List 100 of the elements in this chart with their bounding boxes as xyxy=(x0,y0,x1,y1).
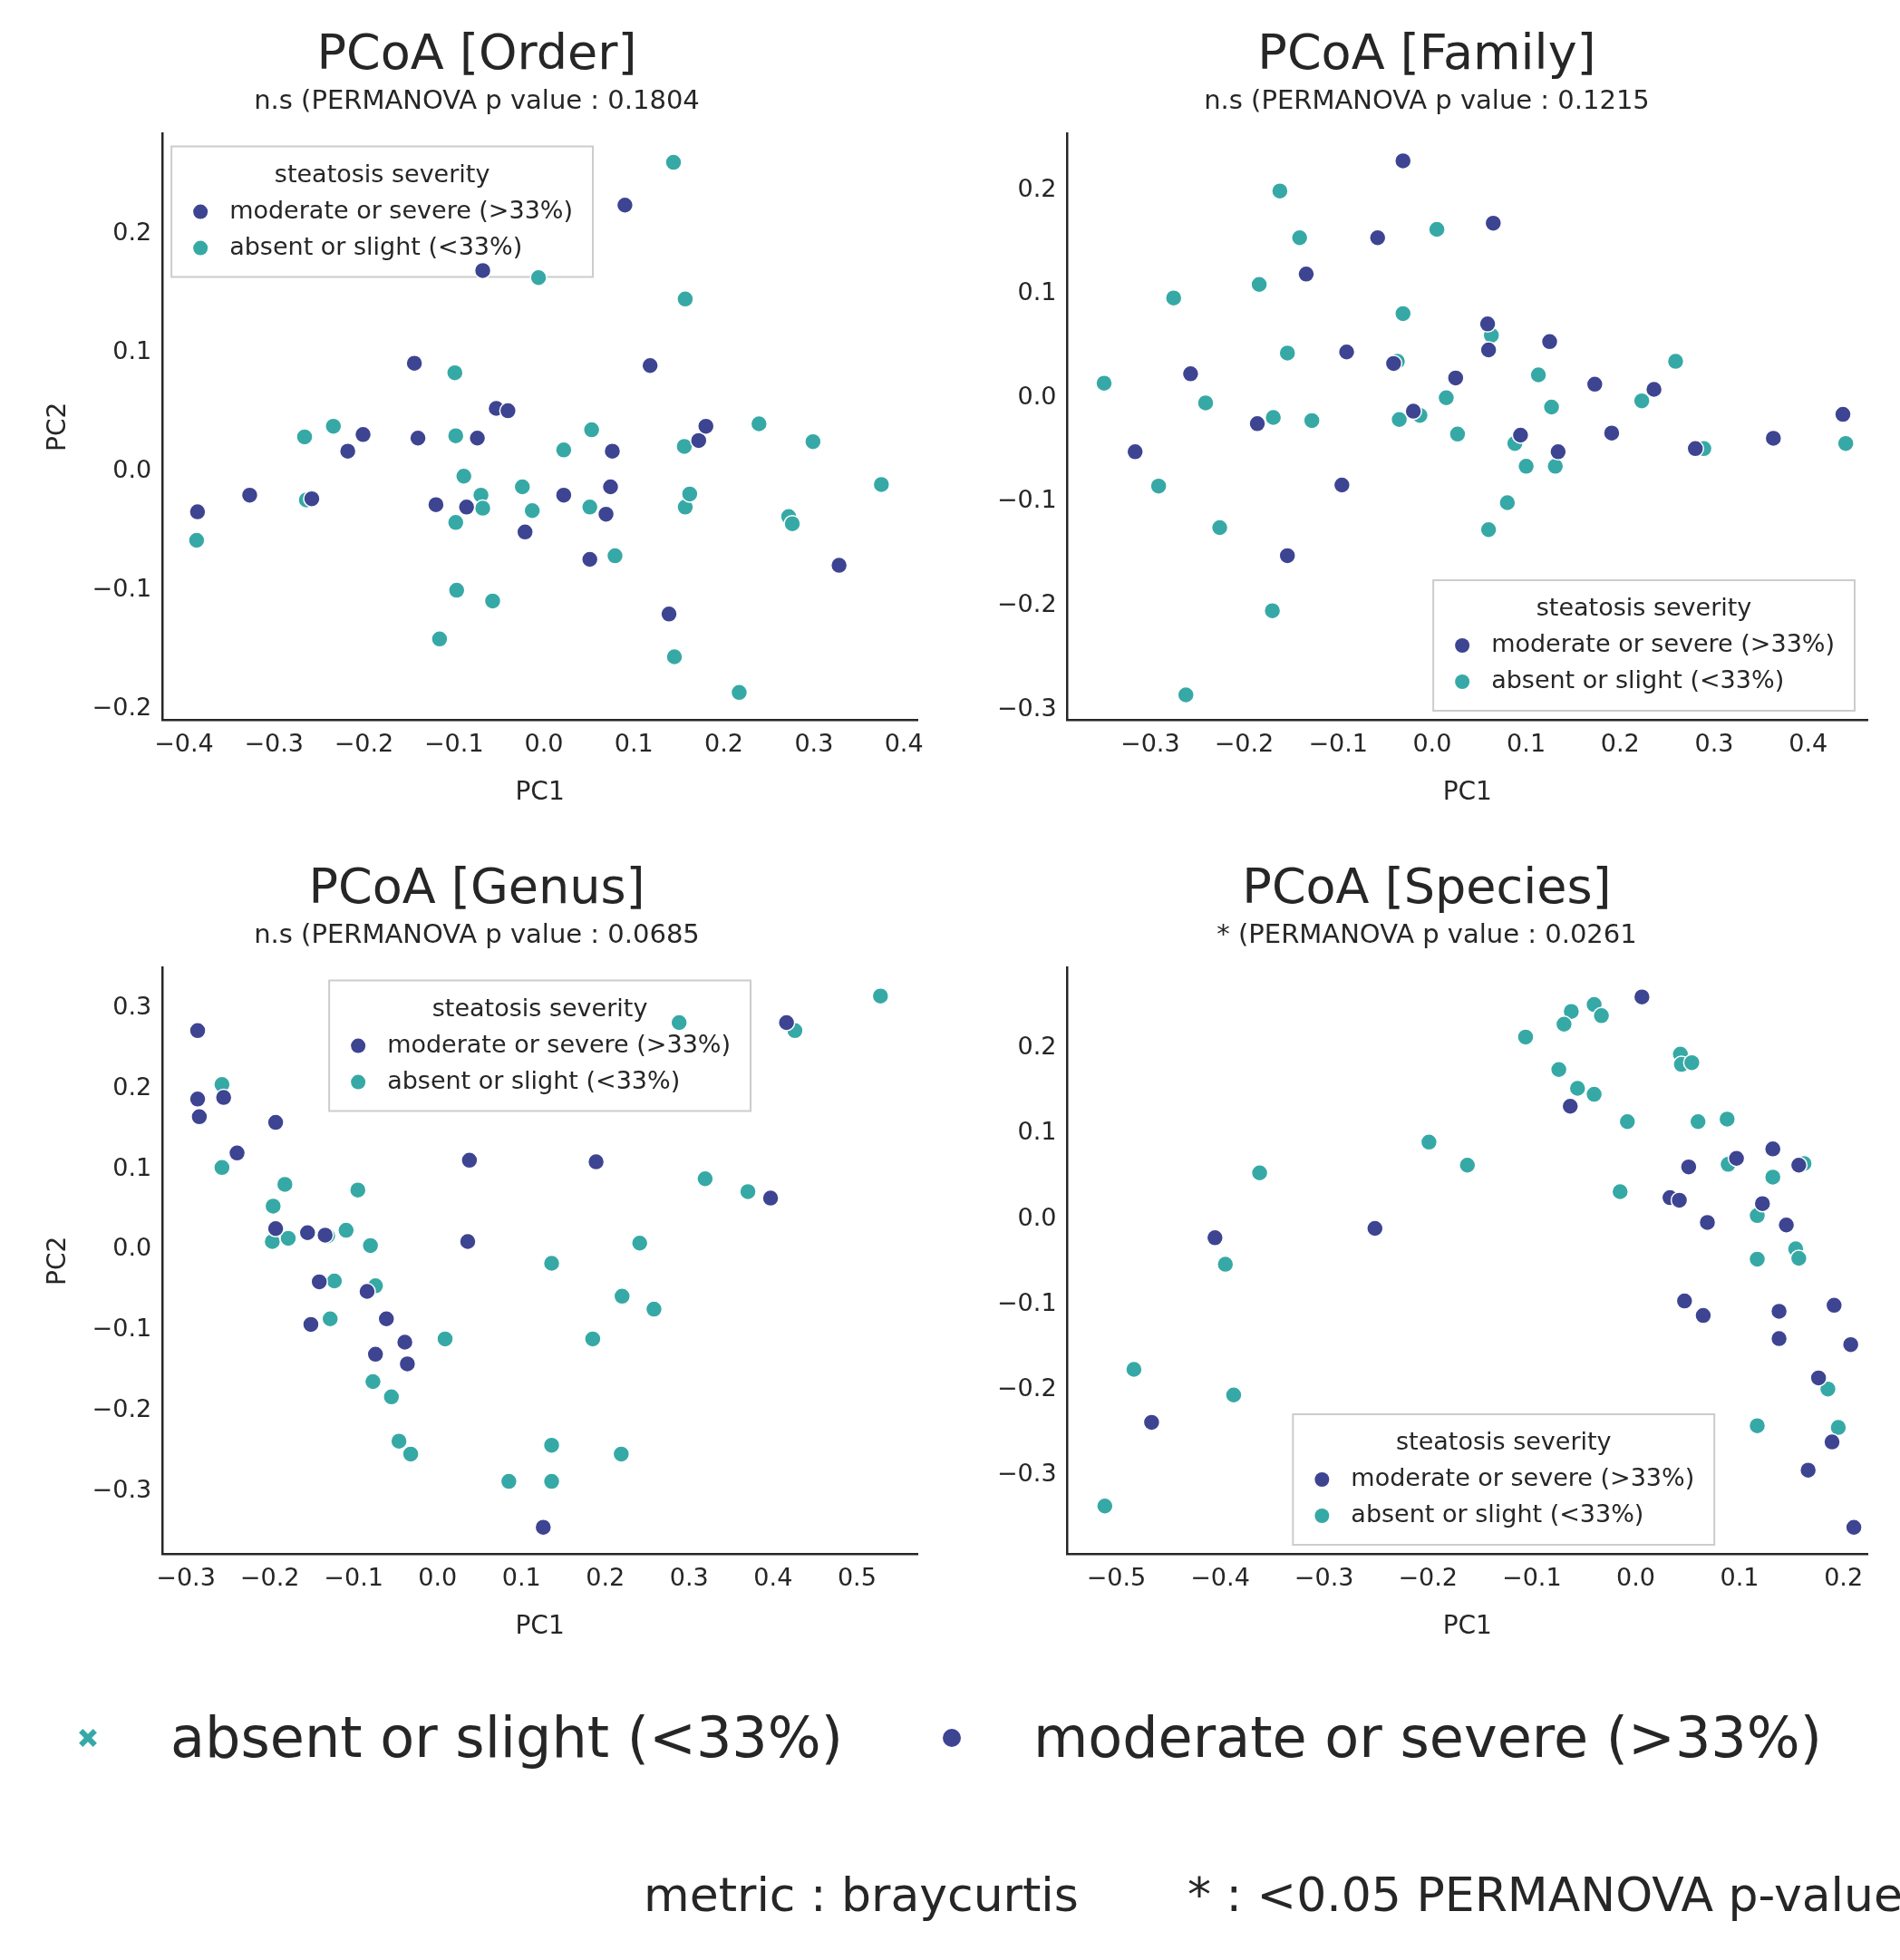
point xyxy=(534,1518,553,1537)
point xyxy=(681,485,699,503)
y-tick-label: 0.2 xyxy=(112,217,152,246)
point xyxy=(1748,1250,1767,1268)
point xyxy=(213,1159,231,1177)
x-tick-label: 0.3 xyxy=(794,729,834,758)
point xyxy=(1369,228,1387,247)
legend-title: steatosis severity xyxy=(1395,1427,1612,1456)
point xyxy=(804,432,822,451)
point xyxy=(1459,1156,1477,1175)
point xyxy=(660,605,678,624)
point xyxy=(1404,402,1422,421)
point xyxy=(1517,457,1536,476)
point xyxy=(499,402,518,420)
point xyxy=(366,1345,384,1363)
point xyxy=(1498,493,1517,512)
point xyxy=(1125,1360,1143,1379)
point xyxy=(1337,343,1356,362)
x-axis-title: PC1 xyxy=(515,776,565,807)
point xyxy=(665,647,683,666)
text: * : <0.05 PERMANOVA p-value xyxy=(1188,1868,1900,1922)
point xyxy=(361,1237,380,1255)
legend-label: moderate or severe (>33%) xyxy=(1351,1463,1695,1492)
y-axis-title: PC2 xyxy=(42,1236,73,1286)
y-tick-label: −0.2 xyxy=(997,588,1057,617)
point xyxy=(1390,411,1409,429)
point xyxy=(349,1180,367,1199)
point xyxy=(454,467,473,485)
point xyxy=(603,441,622,461)
y-tick-label: −0.3 xyxy=(997,1459,1057,1488)
point xyxy=(190,1108,208,1126)
point xyxy=(1271,181,1289,200)
point xyxy=(730,684,749,702)
point xyxy=(431,630,449,648)
point xyxy=(364,1373,383,1391)
y-tick-label: −0.3 xyxy=(92,1474,152,1503)
point xyxy=(1394,305,1412,323)
y-tick-label: 0.1 xyxy=(112,1152,152,1181)
point xyxy=(1420,1133,1439,1151)
point xyxy=(499,1472,519,1490)
point xyxy=(1670,1191,1689,1209)
point xyxy=(606,547,625,565)
point xyxy=(383,1388,401,1406)
legend-label: moderate or severe (>33%) xyxy=(1491,629,1835,658)
x-tick-label: −0.2 xyxy=(1214,729,1275,758)
x-tick-label: −0.3 xyxy=(244,729,305,758)
point xyxy=(1250,276,1268,294)
x-tick-label: 0.1 xyxy=(1507,729,1546,758)
point xyxy=(616,196,635,215)
x-tick-label: −0.1 xyxy=(324,1563,383,1592)
point xyxy=(555,486,573,504)
point xyxy=(1126,442,1144,461)
point xyxy=(1181,364,1200,383)
point xyxy=(1484,214,1503,232)
point xyxy=(298,1223,316,1242)
y-tick-label: −0.1 xyxy=(997,485,1057,514)
point xyxy=(402,1445,420,1463)
x-axis-title: PC1 xyxy=(1442,776,1492,807)
point xyxy=(1686,440,1704,458)
point xyxy=(409,429,427,448)
point xyxy=(783,514,801,533)
x-tick-label: −0.4 xyxy=(1190,1563,1250,1592)
point xyxy=(427,495,445,514)
point xyxy=(580,550,599,568)
point xyxy=(601,478,620,496)
point xyxy=(676,290,694,308)
point xyxy=(1682,1053,1701,1072)
point xyxy=(670,1014,688,1032)
point xyxy=(1689,1112,1707,1130)
point xyxy=(516,523,534,541)
point xyxy=(542,1254,561,1273)
x-tick-label: 0.2 xyxy=(704,729,744,758)
point xyxy=(1479,520,1498,539)
point xyxy=(1666,352,1685,371)
x-tick-label: 0.5 xyxy=(837,1563,877,1592)
point xyxy=(1142,1413,1161,1431)
point xyxy=(457,498,476,517)
legend-label: absent or slight (<33%) xyxy=(1491,665,1785,694)
point xyxy=(1549,1060,1568,1079)
point xyxy=(1592,1006,1611,1025)
point xyxy=(1789,1249,1808,1267)
legend-label: absent or slight (<33%) xyxy=(229,231,523,260)
point xyxy=(1428,220,1446,238)
point xyxy=(1529,365,1547,384)
point xyxy=(1164,288,1183,307)
y-tick-label: 0.0 xyxy=(1017,381,1057,410)
point xyxy=(1248,414,1266,433)
chart-title: PCoA [Order] xyxy=(316,24,637,82)
point xyxy=(1278,344,1296,363)
point xyxy=(1297,265,1315,284)
point xyxy=(1825,1296,1844,1315)
point xyxy=(189,502,207,521)
point xyxy=(189,1090,207,1109)
point xyxy=(596,505,616,523)
y-tick-label: −0.2 xyxy=(92,1393,152,1422)
x-tick-label: −0.2 xyxy=(334,729,394,758)
point xyxy=(395,1333,414,1352)
point xyxy=(630,1234,649,1253)
y-tick-label: 0.2 xyxy=(1017,173,1057,202)
point xyxy=(1217,1255,1235,1274)
